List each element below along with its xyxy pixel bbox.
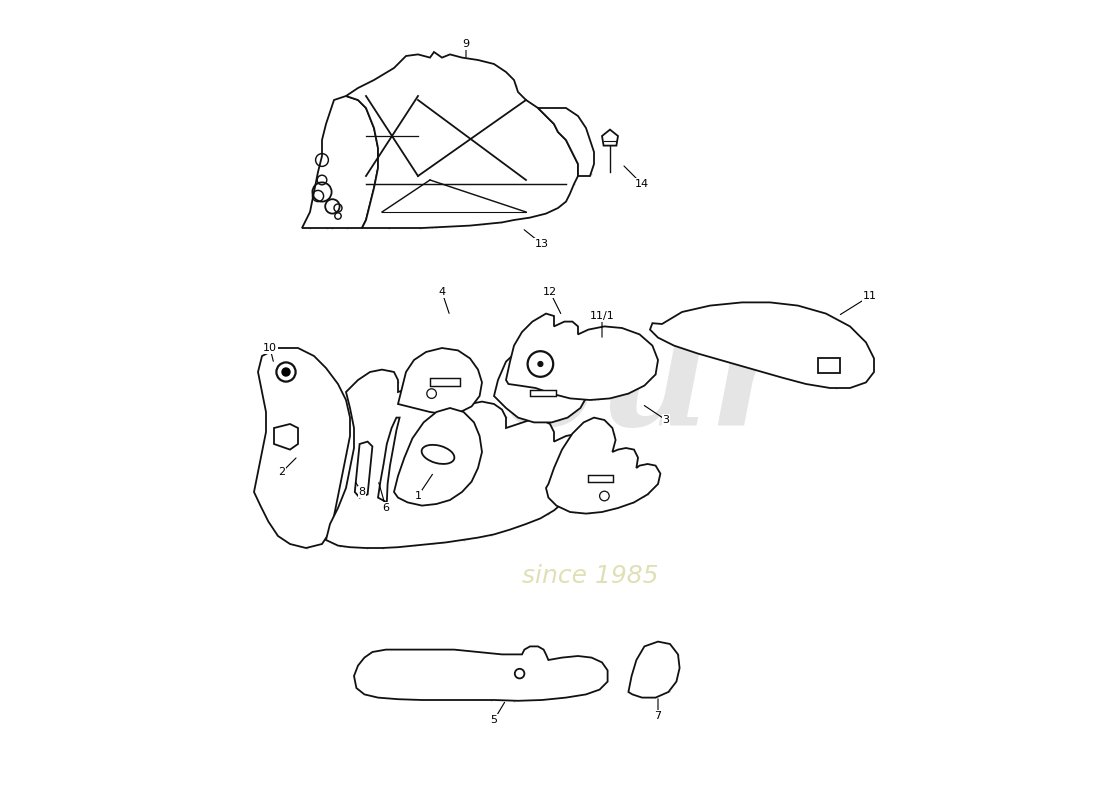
Polygon shape — [346, 52, 578, 228]
Text: 3: 3 — [662, 415, 670, 425]
Text: a passion: a passion — [414, 482, 559, 510]
Text: 8: 8 — [359, 487, 365, 497]
Circle shape — [535, 358, 546, 370]
Circle shape — [282, 368, 290, 376]
Text: 11: 11 — [864, 291, 877, 301]
Text: 4: 4 — [439, 287, 446, 297]
Text: 13: 13 — [535, 239, 549, 249]
Ellipse shape — [421, 445, 454, 464]
Polygon shape — [274, 424, 298, 450]
Polygon shape — [494, 342, 588, 422]
Polygon shape — [302, 96, 378, 228]
Text: 5: 5 — [491, 715, 497, 725]
Text: since 1985: since 1985 — [521, 564, 658, 588]
Polygon shape — [378, 418, 399, 502]
Text: 10: 10 — [263, 343, 277, 353]
Bar — [587, 475, 613, 482]
Polygon shape — [650, 302, 875, 388]
Polygon shape — [602, 130, 618, 146]
Polygon shape — [546, 418, 660, 514]
Text: 11/1: 11/1 — [590, 311, 615, 321]
Text: 1: 1 — [415, 491, 421, 501]
Text: 6: 6 — [383, 503, 389, 513]
Circle shape — [538, 362, 542, 366]
Polygon shape — [394, 408, 482, 506]
Text: 2: 2 — [278, 467, 286, 477]
Bar — [530, 390, 556, 396]
Bar — [430, 378, 461, 386]
Polygon shape — [355, 442, 373, 498]
Text: 9: 9 — [462, 39, 470, 49]
Polygon shape — [354, 646, 607, 701]
Bar — [818, 358, 840, 373]
Text: 14: 14 — [635, 179, 649, 189]
Polygon shape — [254, 348, 350, 548]
Text: 12: 12 — [543, 287, 557, 297]
Polygon shape — [538, 108, 594, 176]
Text: eur: eur — [502, 310, 790, 458]
Text: 7: 7 — [654, 711, 661, 721]
Polygon shape — [398, 348, 482, 414]
Polygon shape — [326, 370, 596, 548]
Polygon shape — [506, 314, 658, 400]
Polygon shape — [628, 642, 680, 698]
